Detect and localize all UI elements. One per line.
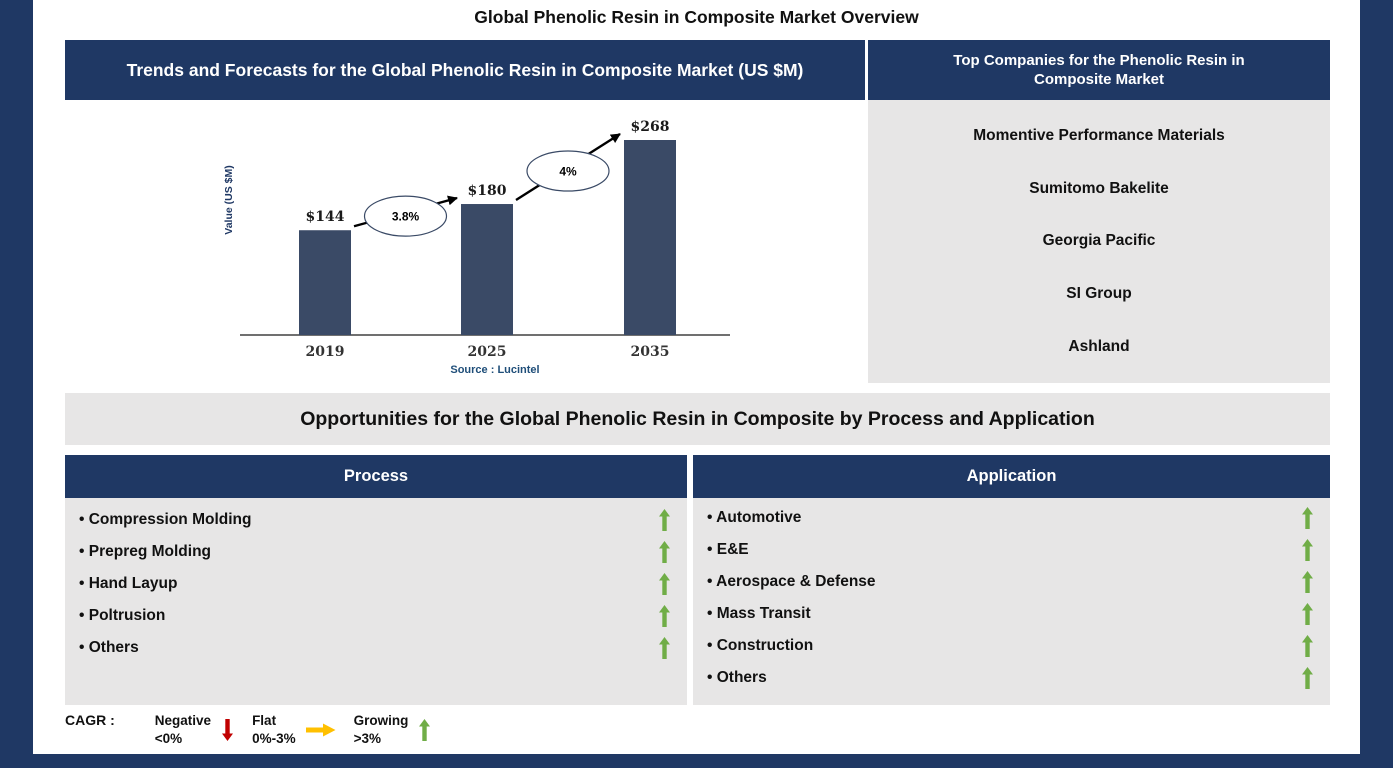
list-item-label: • Poltrusion	[79, 607, 166, 624]
legend-entry-range: 0%-3%	[252, 730, 296, 746]
legend-entry-range: <0%	[154, 730, 183, 746]
list-item: • Mass Transit	[693, 598, 1330, 630]
company-name: SI Group	[1066, 285, 1132, 303]
right-arrow-icon	[305, 723, 336, 737]
down-arrow-icon	[222, 718, 234, 741]
bar-chart-svg: $144 2019 $180 2025 $268 2035 3.8% 4% Value (US …	[223, 119, 730, 360]
cagr-legend: CAGR : Negative <0% Flat 0%-3% Growing >3%	[65, 712, 431, 747]
list-item-label: • Aerospace & Defense	[707, 573, 876, 590]
company-name: Georgia Pacific	[1042, 232, 1156, 250]
svg-text:$144: $144	[306, 209, 345, 225]
up-arrow-icon	[659, 509, 670, 531]
svg-text:3.8%: 3.8%	[392, 210, 420, 224]
company-name: Sumitomo Bakelite	[1029, 179, 1169, 197]
list-item-label: • Others	[79, 639, 139, 656]
opportunities-banner: Opportunities for the Global Phenolic Re…	[65, 393, 1330, 445]
trends-panel-title: Trends and Forecasts for the Global Phen…	[65, 40, 865, 100]
legend-entry-name: Negative	[154, 713, 212, 728]
cagr-legend-entries: Negative <0% Flat 0%-3% Growing >3%	[155, 712, 432, 747]
legend-entry-name: Growing	[353, 713, 409, 728]
svg-text:2035: 2035	[631, 344, 670, 360]
list-item: • Prepreg Molding	[65, 536, 687, 568]
legend-entry: Flat 0%-3%	[252, 712, 336, 747]
left-border-strip	[0, 0, 33, 768]
trends-chart-area: $144 2019 $180 2025 $268 2035 3.8% 4% Value (US …	[65, 100, 865, 388]
up-arrow-icon	[1302, 539, 1313, 561]
up-arrow-icon	[659, 605, 670, 627]
up-arrow-icon	[659, 637, 670, 659]
list-item-label: • Mass Transit	[707, 605, 811, 622]
legend-entry: Negative <0%	[155, 712, 234, 747]
company-name: Ashland	[1068, 337, 1130, 355]
list-item: • Others	[65, 632, 687, 664]
svg-text:$180: $180	[468, 183, 507, 199]
list-item: • Construction	[693, 630, 1330, 662]
svg-text:2019: 2019	[306, 344, 345, 360]
up-arrow-icon	[1302, 667, 1313, 689]
list-item-label: • Others	[707, 669, 767, 686]
list-item: • Aerospace & Defense	[693, 566, 1330, 598]
list-item: • Hand Layup	[65, 568, 687, 600]
legend-entry-name: Flat	[252, 713, 277, 728]
up-arrow-icon	[1302, 635, 1313, 657]
top-companies-title: Top Companies for the Phenolic Resin in …	[868, 40, 1330, 100]
cagr-legend-label: CAGR :	[65, 712, 115, 728]
up-arrow-icon	[659, 541, 670, 563]
source-label: Source : Lucintel	[450, 364, 540, 376]
svg-text:$268: $268	[631, 119, 670, 135]
up-arrow-icon	[1302, 571, 1313, 593]
up-arrow-icon	[1302, 603, 1313, 625]
company-name: Momentive Performance Materials	[973, 127, 1225, 145]
svg-text:Value (US $M): Value (US $M)	[223, 165, 235, 234]
list-item: • Compression Molding	[65, 504, 687, 536]
list-item-label: • Construction	[707, 637, 814, 654]
application-panel-title: Application	[693, 455, 1330, 498]
list-item-label: • Compression Molding	[79, 511, 252, 528]
list-item-label: • Automotive	[707, 509, 802, 526]
list-item-label: • Prepreg Molding	[79, 543, 212, 560]
legend-entry-range: >3%	[353, 730, 381, 746]
process-list: • Compression Molding • Prepreg Molding • …	[65, 498, 687, 705]
up-arrow-icon	[419, 718, 431, 741]
list-item: • Automotive	[693, 502, 1330, 534]
list-item: • Others	[693, 662, 1330, 694]
application-list: • Automotive • E&E • Aerospace & Defense • …	[693, 498, 1330, 705]
up-arrow-icon	[659, 573, 670, 595]
svg-text:4%: 4%	[559, 165, 577, 179]
process-panel-title: Process	[65, 455, 687, 498]
list-item: • E&E	[693, 534, 1330, 566]
up-arrow-icon	[1302, 507, 1313, 529]
list-item-label: • Hand Layup	[79, 575, 178, 592]
bottom-border-strip	[0, 754, 1393, 768]
list-item: • Poltrusion	[65, 600, 687, 632]
top-companies-list: Momentive Performance Materials Sumitomo …	[868, 100, 1330, 383]
legend-entry: Growing >3%	[354, 712, 432, 747]
svg-text:2025: 2025	[468, 344, 507, 360]
right-border-strip	[1360, 0, 1393, 768]
page-title: Global Phenolic Resin in Composite Marke…	[474, 7, 919, 27]
list-item-label: • E&E	[707, 541, 749, 558]
